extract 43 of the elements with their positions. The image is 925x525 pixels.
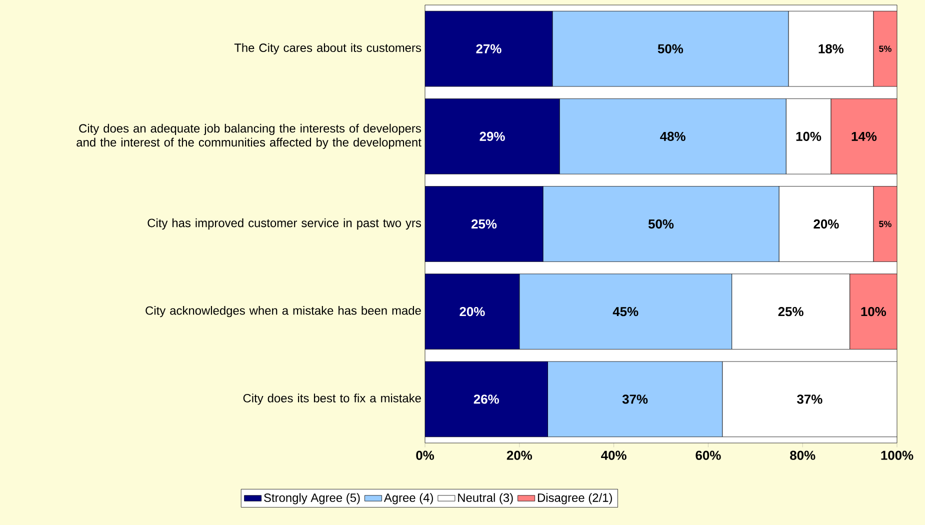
x-tick-label: 20%	[506, 450, 532, 460]
legend-label: Strongly Agree (5)	[264, 493, 360, 504]
bar	[830, 98, 898, 174]
bar	[850, 274, 898, 350]
bar	[425, 10, 553, 87]
legend-label: Agree (4)	[384, 493, 433, 504]
legend-label: Neutral (3)	[458, 493, 513, 504]
bar	[873, 186, 898, 262]
legend-label: Disagree (2/1)	[538, 493, 612, 504]
x-tick-label: 0%	[416, 450, 434, 460]
y-tick-label: The City cares about its customers	[234, 43, 422, 54]
data-label: 29%	[480, 132, 505, 141]
data-label: 5%	[879, 220, 892, 228]
x-tick-label: 60%	[696, 450, 721, 460]
x-tick-label: 80%	[790, 450, 816, 460]
bar	[425, 274, 520, 350]
data-label: 27%	[476, 44, 502, 54]
data-label: 25%	[778, 307, 804, 316]
bar	[425, 98, 560, 174]
bar	[425, 361, 548, 438]
data-label: 5%	[879, 46, 892, 52]
data-label: 18%	[818, 44, 844, 54]
y-tick-label: City acknowledges when a mistake has been made	[146, 306, 421, 318]
y-tick-label: City does its best to fix a mistake	[243, 394, 421, 405]
data-label: 37%	[797, 394, 822, 404]
y-tick-label: City has improved customer service in past two yrs	[148, 218, 422, 230]
data-label: 20%	[814, 219, 839, 229]
data-label: 20%	[460, 307, 485, 316]
data-label: 50%	[648, 219, 674, 229]
data-label: 10%	[796, 132, 822, 141]
y-tick-label: City does an adequate job balancing the interests of developers and the interest of the communities affected by the development	[76, 124, 422, 149]
data-label: 50%	[658, 44, 684, 54]
bar	[873, 10, 898, 87]
data-label: 25%	[471, 219, 497, 229]
data-label: 10%	[861, 307, 886, 316]
data-label: 45%	[612, 307, 638, 316]
data-label: 48%	[660, 132, 686, 141]
x-tick-label: 100%	[881, 450, 914, 460]
data-label: 37%	[622, 394, 648, 404]
bar	[425, 186, 544, 262]
data-label: 26%	[474, 394, 499, 404]
data-label: 14%	[852, 132, 877, 141]
x-tick-label: 40%	[601, 450, 626, 460]
